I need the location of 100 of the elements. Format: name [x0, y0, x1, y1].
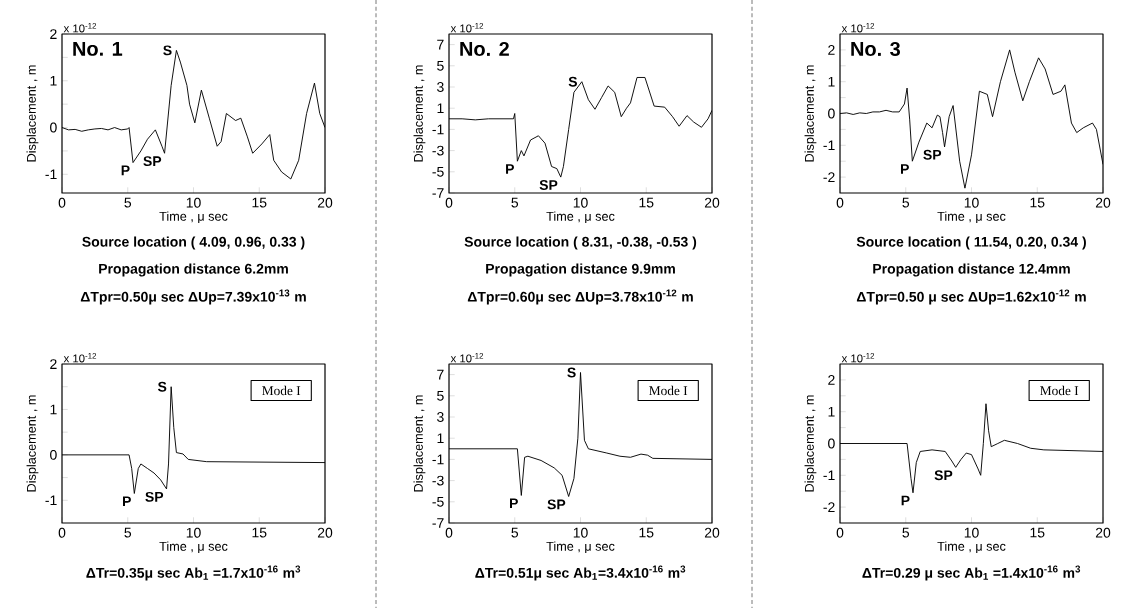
- y-tick-label: 3: [437, 412, 444, 422]
- x-tick-label: 10: [573, 527, 588, 538]
- text: Propagation distance 9.9mm: [486, 263, 675, 277]
- x-tick-label: 5: [902, 527, 910, 538]
- text: Mode I: [262, 385, 301, 396]
- y-tick-label: 2: [828, 375, 835, 385]
- y-tick-label: 2: [828, 45, 835, 55]
- source-note: Source location ( 11.54, 0.20, 0.34 ): [856, 236, 1086, 250]
- y-tick-label: 7: [437, 369, 444, 380]
- y-tick-label: -2: [823, 502, 835, 512]
- x-tick-label: 0: [445, 197, 453, 208]
- x-tick-label: 5: [124, 197, 132, 208]
- y-tick-label: 3: [437, 82, 444, 92]
- annotation: SP: [923, 149, 942, 160]
- x-tick-label: 10: [964, 197, 979, 208]
- x-axis-title: Time , μ sec: [546, 541, 615, 554]
- text: ΔTpr=0.50μ sec ΔUp=7.39x10$^{-13}$ m: [80, 289, 306, 305]
- text: x 10$^{-12}$: [841, 22, 875, 33]
- x-axis-title: Time , μ sec: [546, 211, 615, 224]
- annotation: S: [567, 367, 576, 378]
- y-tick-label: 2: [50, 29, 57, 39]
- x-axis-title: Time , μ sec: [937, 211, 1006, 224]
- x-tick-label: 10: [186, 197, 201, 208]
- y-axis-title: Displacement , m: [26, 395, 39, 492]
- y-tick-label: -5: [432, 166, 444, 177]
- annotation: S: [163, 45, 172, 56]
- x-tick-label: 5: [511, 527, 519, 538]
- annotation: P: [506, 164, 514, 174]
- y-tick-label: -1: [45, 169, 57, 180]
- text: ΔTpr=0.60μ sec ΔUp=3.78x10$^{-12}$ m: [467, 289, 693, 305]
- y-tick-label: 1: [50, 404, 57, 415]
- text: Mode I: [1040, 385, 1079, 396]
- y-tick-label: -1: [432, 124, 444, 135]
- text: Propagation distance 12.4mm: [873, 263, 1070, 277]
- annotation: SP: [547, 499, 566, 510]
- annotation: S: [568, 76, 577, 87]
- annotation: SP: [934, 470, 953, 481]
- x-tick-label: 15: [1030, 197, 1045, 208]
- annotation: P: [123, 496, 131, 507]
- x-tick-label: 5: [124, 527, 132, 538]
- x-axis-title: Time , μ sec: [937, 541, 1006, 554]
- y-tick-label: 1: [828, 406, 835, 417]
- x-tick-label: 20: [317, 197, 333, 208]
- y-axis-title: Displacement , m: [804, 65, 817, 162]
- x-axis-title: Time , μ sec: [159, 211, 228, 224]
- annotation: SP: [539, 180, 558, 190]
- y-tick-label: -1: [823, 140, 835, 151]
- text: ΔTr=0.51μ sec Ab$_{1}$=3.4x10$^{-16}$ m$^{3}$: [475, 565, 686, 581]
- text: x 10$^{-12}$: [63, 22, 97, 33]
- y-tick-label: 1: [437, 103, 444, 114]
- annotation: S: [157, 381, 167, 392]
- text: x 10$^{-12}$: [450, 352, 484, 363]
- y-tick-label: -7: [432, 518, 444, 528]
- annotation: P: [121, 165, 130, 176]
- chart-title: No. 3: [851, 41, 900, 57]
- y-axis-title: Displacement , m: [413, 395, 426, 492]
- y-tick-label: -1: [432, 454, 444, 465]
- x-tick-label: 15: [1030, 527, 1045, 538]
- y-axis-title: Displacement , m: [804, 395, 817, 492]
- y-tick-label: -2: [823, 172, 835, 182]
- y-tick-label: 0: [828, 108, 835, 119]
- x-tick-label: 15: [639, 197, 654, 208]
- x-tick-label: 10: [186, 527, 201, 538]
- y-tick-label: 5: [437, 60, 444, 71]
- y-tick-label: 5: [437, 390, 444, 401]
- y-tick-label: -5: [432, 496, 444, 507]
- text: x 10$^{-12}$: [841, 352, 875, 363]
- annotation: SP: [145, 491, 164, 502]
- text: ΔTpr=0.50 μ sec ΔUp=1.62x10$^{-12}$ m: [856, 289, 1086, 305]
- x-tick-label: 0: [836, 197, 844, 208]
- x-tick-label: 5: [902, 197, 910, 208]
- x-tick-label: 10: [573, 197, 588, 208]
- annotation: P: [901, 495, 910, 506]
- annotation: SP: [143, 156, 162, 167]
- x-tick-label: 15: [252, 197, 267, 208]
- chart-title: No. 1: [73, 41, 123, 56]
- y-tick-label: 1: [50, 75, 57, 86]
- x-tick-label: 15: [252, 527, 267, 538]
- y-tick-label: -1: [45, 495, 57, 506]
- y-tick-label: 1: [828, 76, 835, 87]
- y-tick-label: -3: [432, 145, 444, 156]
- x-tick-label: 20: [704, 197, 720, 208]
- x-axis-title: Time , μ sec: [159, 541, 228, 554]
- x-tick-label: 0: [58, 197, 66, 208]
- y-tick-label: 1: [437, 433, 444, 444]
- text: ΔTr=0.35μ sec Ab$_{1}$ =1.7x10$^{-16}$ m$^{3}$: [86, 565, 301, 581]
- x-tick-label: 5: [511, 197, 519, 208]
- y-tick-label: 0: [50, 449, 57, 460]
- annotation: P: [510, 498, 518, 509]
- x-tick-label: 15: [639, 527, 654, 538]
- text: x 10$^{-12}$: [63, 352, 97, 363]
- y-tick-label: -1: [823, 470, 835, 481]
- x-tick-label: 20: [1095, 197, 1111, 208]
- text: ΔTr=0.29 μ sec Ab$_{1}$ =1.4x10$^{-16}$ m$^{3}$: [862, 565, 1081, 581]
- y-tick-label: 0: [828, 438, 835, 449]
- x-tick-label: 20: [1095, 527, 1111, 538]
- x-tick-label: 0: [836, 527, 844, 538]
- chart-title: No. 2: [460, 41, 509, 57]
- x-tick-label: 0: [445, 527, 453, 538]
- text: Propagation distance 6.2mm: [99, 263, 288, 277]
